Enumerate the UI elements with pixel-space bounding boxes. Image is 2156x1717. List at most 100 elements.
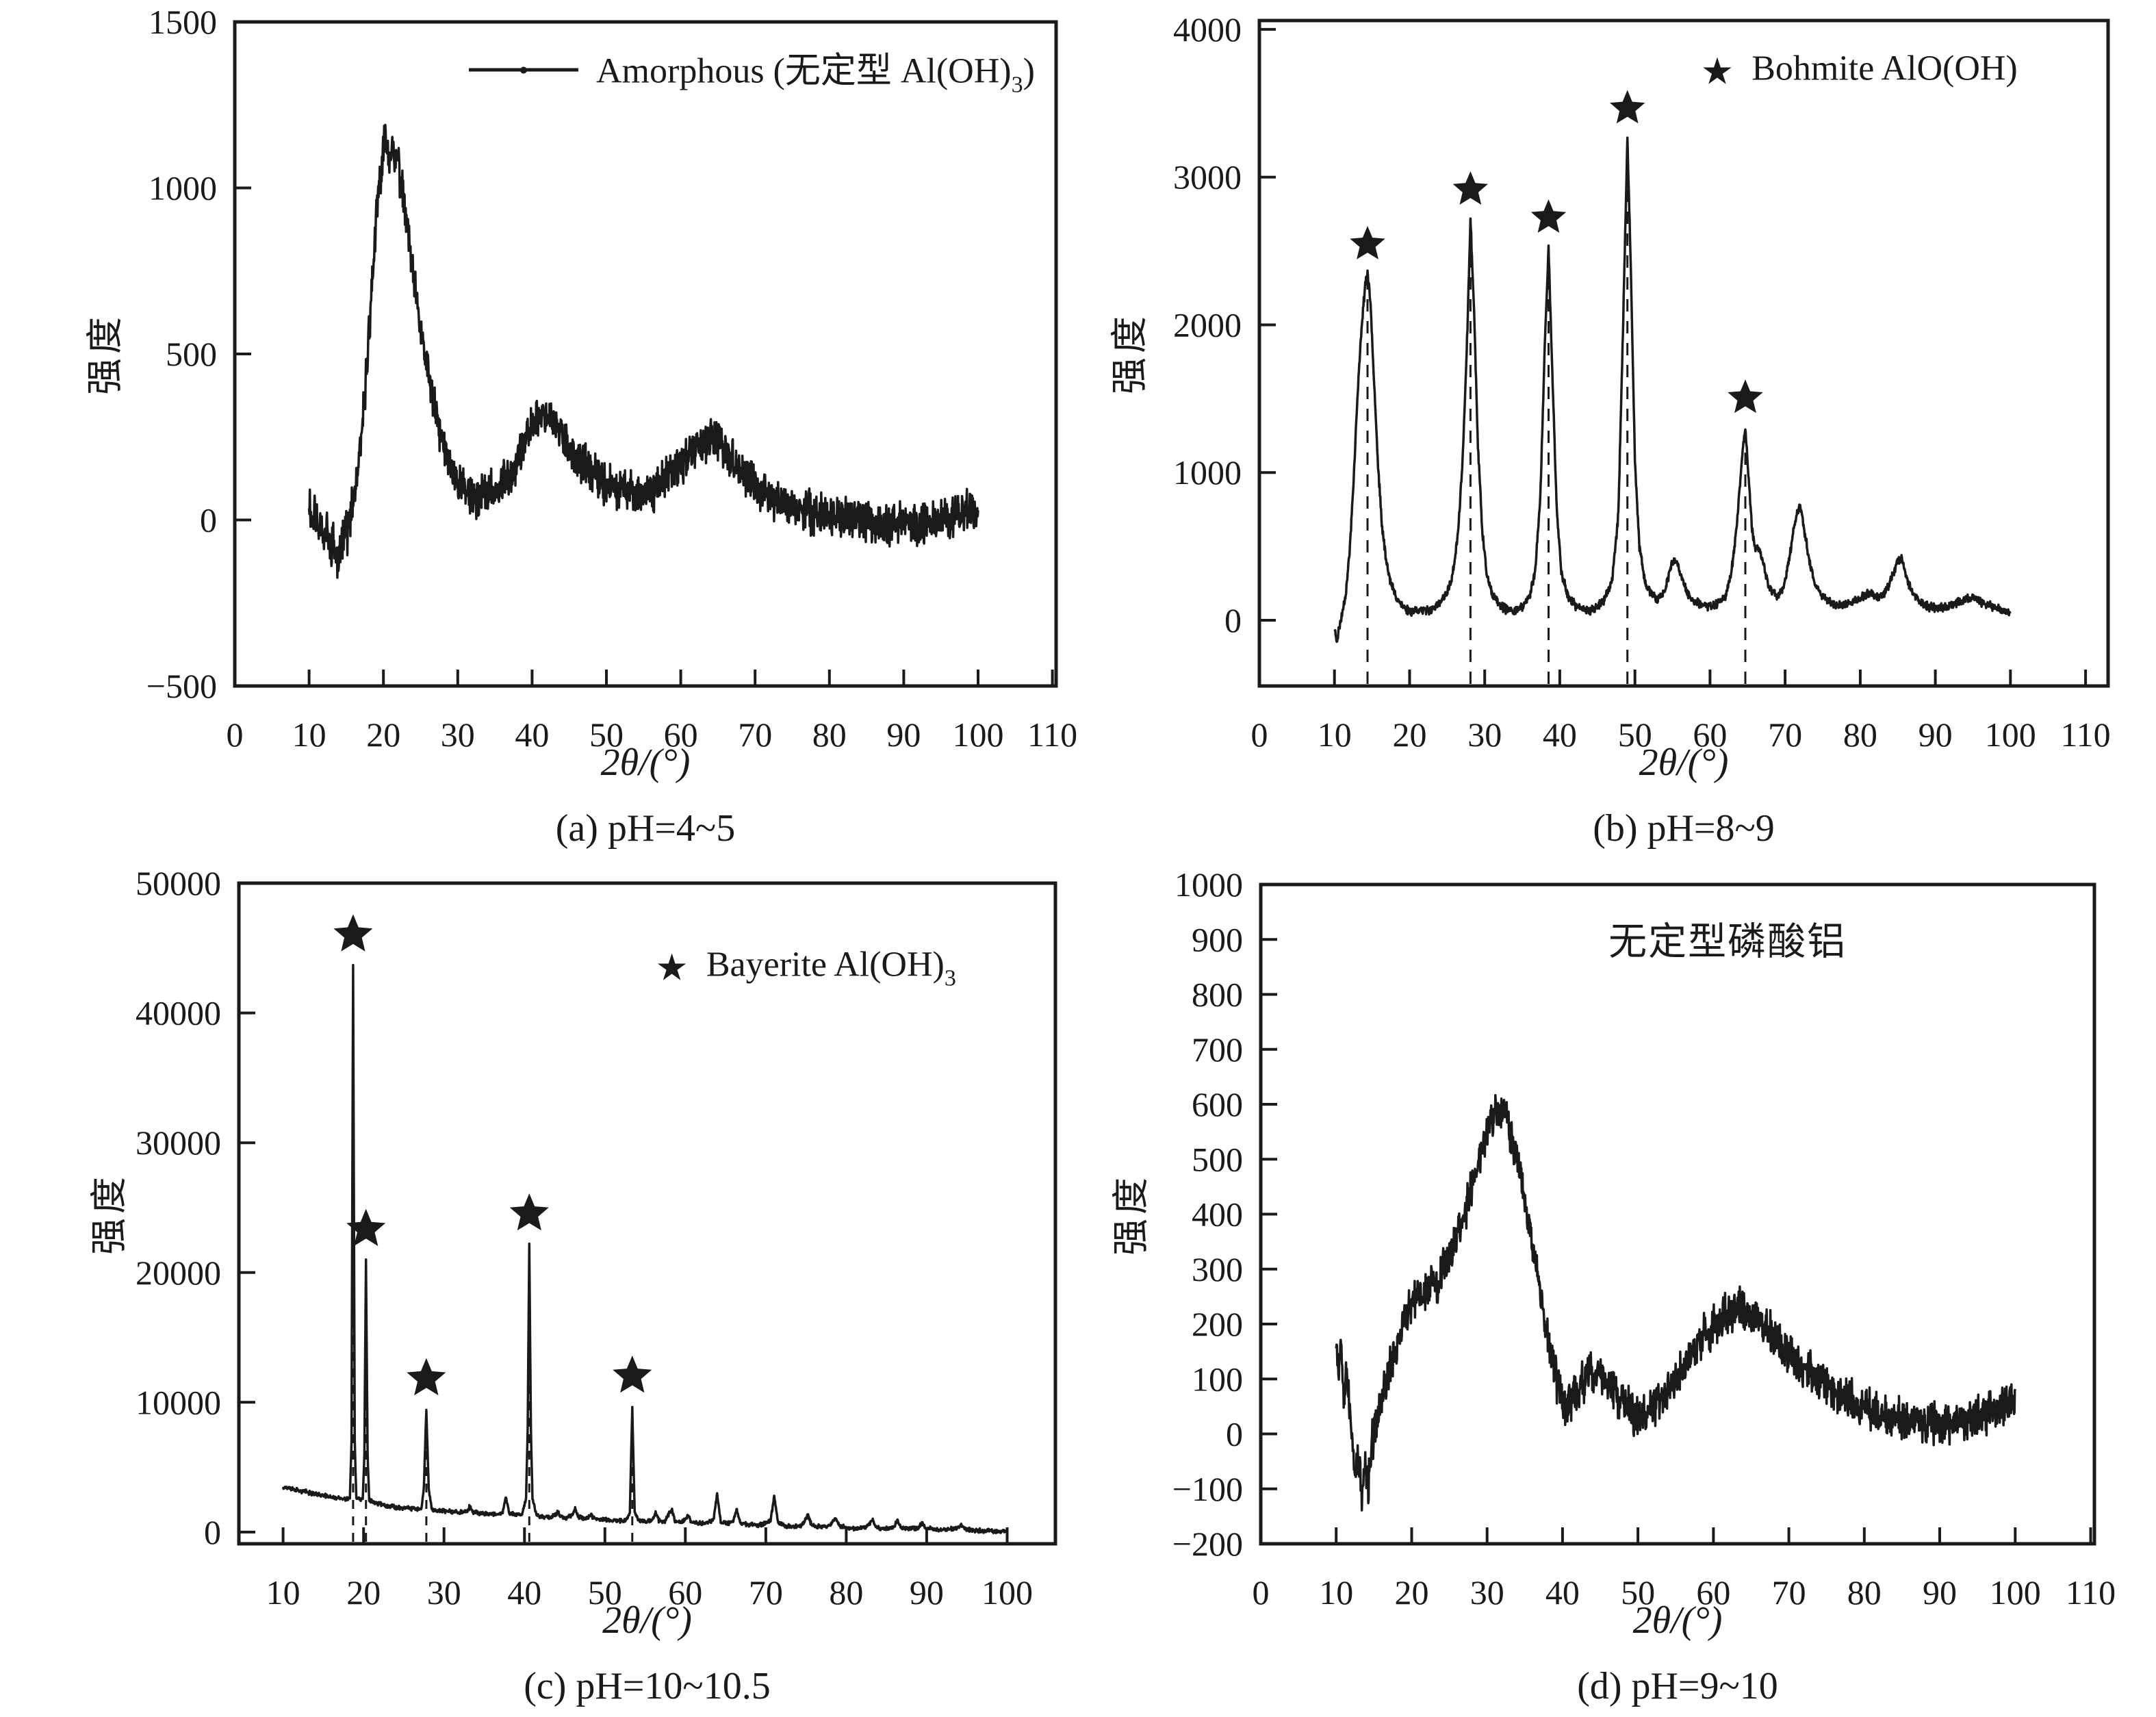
- xrd-trace: [1333, 136, 2012, 644]
- star-marker: [346, 1208, 386, 1247]
- dashed-guides: [1366, 137, 1747, 684]
- dashed-guides: [352, 965, 634, 1542]
- x-tick-label: 50: [589, 715, 624, 754]
- y-tick-label: 500: [1192, 1140, 1243, 1178]
- x-tick-label: 70: [1772, 1573, 1806, 1612]
- y-tick-label: 600: [1192, 1085, 1243, 1123]
- x-axis-label-d: 2θ/(°): [1632, 1599, 1723, 1642]
- xrd-chart-c: 10 20 30 40 50 60 70 80 90 100 0 10000 20000 30000 400…: [136, 864, 1057, 1612]
- x-tick-label: 60: [664, 715, 698, 754]
- axis-ticks: 0 10 20 30 40 50 60 70 80 90 100 110 0 1000 2000 3000 40…: [1173, 10, 2111, 754]
- star-icon: ★: [655, 945, 689, 989]
- y-tick-label: 10000: [136, 1383, 221, 1421]
- x-axis-label-a: 2θ/(°): [600, 741, 691, 784]
- x-tick-label: 60: [668, 1573, 702, 1612]
- y-axis-label-d: 强度: [1110, 1173, 1152, 1256]
- xrd-trace: [1335, 1094, 2016, 1512]
- legend-label-b: Bohmite AlO(OH): [1751, 48, 2018, 95]
- y-tick-label: −500: [146, 667, 217, 705]
- y-tick-label: 500: [166, 335, 217, 373]
- x-tick-label: 80: [1843, 715, 1877, 754]
- x-tick-label: 60: [1693, 715, 1727, 754]
- star-marker: [1452, 171, 1488, 205]
- y-tick-label: −200: [1172, 1525, 1243, 1563]
- y-tick-label: 700: [1192, 1030, 1243, 1069]
- x-tick-label: 10: [1318, 715, 1352, 754]
- x-tick-label: 20: [1395, 1573, 1429, 1612]
- y-tick-label: 1000: [1175, 865, 1243, 904]
- x-tick-label: 30: [427, 1573, 461, 1612]
- panel-b: 0 10 20 30 40 50 60 70 80 90 100 110 0 1000 2000 3000 40…: [1078, 0, 2156, 858]
- legend-a: Amorphous (无定型 Al(OH)3): [469, 41, 1035, 98]
- axis-ticks: 0 10 20 30 40 50 60 70 80 90 100 110 −200 −100 0 100 200…: [1172, 865, 2116, 1612]
- y-tick-label: 0: [1224, 601, 1242, 639]
- axis-ticks: 0 10 20 30 40 50 60 70 80 90 100 110 −500 0 500 1000 150…: [146, 3, 1077, 754]
- y-tick-label: 1000: [1173, 453, 1242, 492]
- legend-c: ★ Bayerite Al(OH)3: [655, 944, 955, 991]
- x-tick-label: 90: [1923, 1573, 1957, 1612]
- x-tick-label: 10: [292, 715, 326, 754]
- star-marker: [1610, 90, 1645, 124]
- legend-text: Amorphous (无定型 Al(OH): [596, 51, 1012, 91]
- legend-text-post: ): [1023, 51, 1035, 91]
- legend-label-c: Bayerite Al(OH)3: [706, 944, 956, 991]
- legend-text: Bohmite AlO(OH): [1751, 49, 2018, 88]
- x-tick-label: 10: [1319, 1573, 1353, 1612]
- x-tick-label: 30: [1470, 1573, 1504, 1612]
- y-tick-label: 0: [200, 501, 217, 539]
- x-tick-label: 100: [953, 715, 1004, 754]
- panel-caption-b: (b) pH=8~9: [1593, 807, 1775, 850]
- y-tick-label: 20000: [136, 1254, 221, 1292]
- star-marker: [407, 1358, 446, 1396]
- x-tick-label: 0: [227, 715, 244, 754]
- y-tick-label: 400: [1192, 1195, 1243, 1234]
- line-dot-marker-icon: [469, 66, 578, 74]
- y-tick-label: 3000: [1173, 158, 1242, 196]
- legend-label-a: Amorphous (无定型 Al(OH)3): [596, 41, 1035, 98]
- x-tick-label: 100: [981, 1573, 1033, 1612]
- panel-c: 10 20 30 40 50 60 70 80 90 100 0 10000 20000 30000 400…: [0, 858, 1078, 1717]
- x-tick-label: 50: [1621, 1573, 1655, 1612]
- y-tick-label: 300: [1192, 1250, 1243, 1288]
- x-tick-label: 30: [1467, 715, 1502, 754]
- x-tick-label: 40: [507, 1573, 541, 1612]
- x-tick-label: 40: [1543, 715, 1577, 754]
- y-axis-label-a: 强度: [84, 313, 126, 395]
- x-tick-label: 110: [2066, 1573, 2116, 1612]
- star-marker: [613, 1356, 652, 1393]
- star-marker: [1350, 226, 1385, 259]
- x-tick-label: 90: [1918, 715, 1953, 754]
- legend-text: Bayerite Al(OH): [706, 945, 945, 984]
- y-axis-label-c: 强度: [88, 1172, 130, 1255]
- y-tick-label: 40000: [136, 994, 221, 1032]
- xrd-chart-d: 0 10 20 30 40 50 60 70 80 90 100 110 −200 −100 0 100 200…: [1172, 865, 2116, 1612]
- panel-caption-d: (d) pH=9~10: [1577, 1665, 1778, 1707]
- panel-caption-c: (c) pH=10~10.5: [524, 1665, 771, 1707]
- plot-frame: [1257, 18, 2110, 688]
- plot-frame: [1259, 882, 2096, 1546]
- x-tick-label: 80: [1847, 1573, 1882, 1612]
- x-tick-label: 50: [1618, 715, 1652, 754]
- x-axis-label-b: 2θ/(°): [1639, 741, 1729, 784]
- x-tick-label: 110: [2061, 715, 2111, 754]
- x-axis-label-c: 2θ/(°): [602, 1599, 692, 1642]
- y-tick-label: 800: [1192, 976, 1243, 1014]
- y-tick-label: 200: [1192, 1305, 1243, 1343]
- x-tick-label: 100: [1990, 1573, 2041, 1612]
- xrd-trace: [281, 963, 1009, 1535]
- x-tick-label: 10: [266, 1573, 300, 1612]
- panel-d: 0 10 20 30 40 50 60 70 80 90 100 110 −200 −100 0 100 200…: [1078, 858, 2156, 1717]
- x-tick-label: 80: [812, 715, 847, 754]
- y-tick-label: 2000: [1173, 306, 1242, 344]
- y-tick-label: 4000: [1173, 10, 1242, 49]
- panel-title-d: 无定型磷酸铝: [1608, 921, 1847, 964]
- x-tick-label: 0: [1251, 715, 1268, 754]
- legend-subscript: 3: [944, 965, 956, 991]
- x-tick-label: 70: [738, 715, 772, 754]
- xrd-chart-a: 0 10 20 30 40 50 60 70 80 90 100 110 −500 0 500 1000 150…: [146, 3, 1077, 754]
- plot-frame: [233, 20, 1058, 688]
- y-tick-label: 1500: [149, 3, 217, 41]
- legend-subscript: 3: [1011, 72, 1023, 98]
- star-marker: [1530, 199, 1567, 233]
